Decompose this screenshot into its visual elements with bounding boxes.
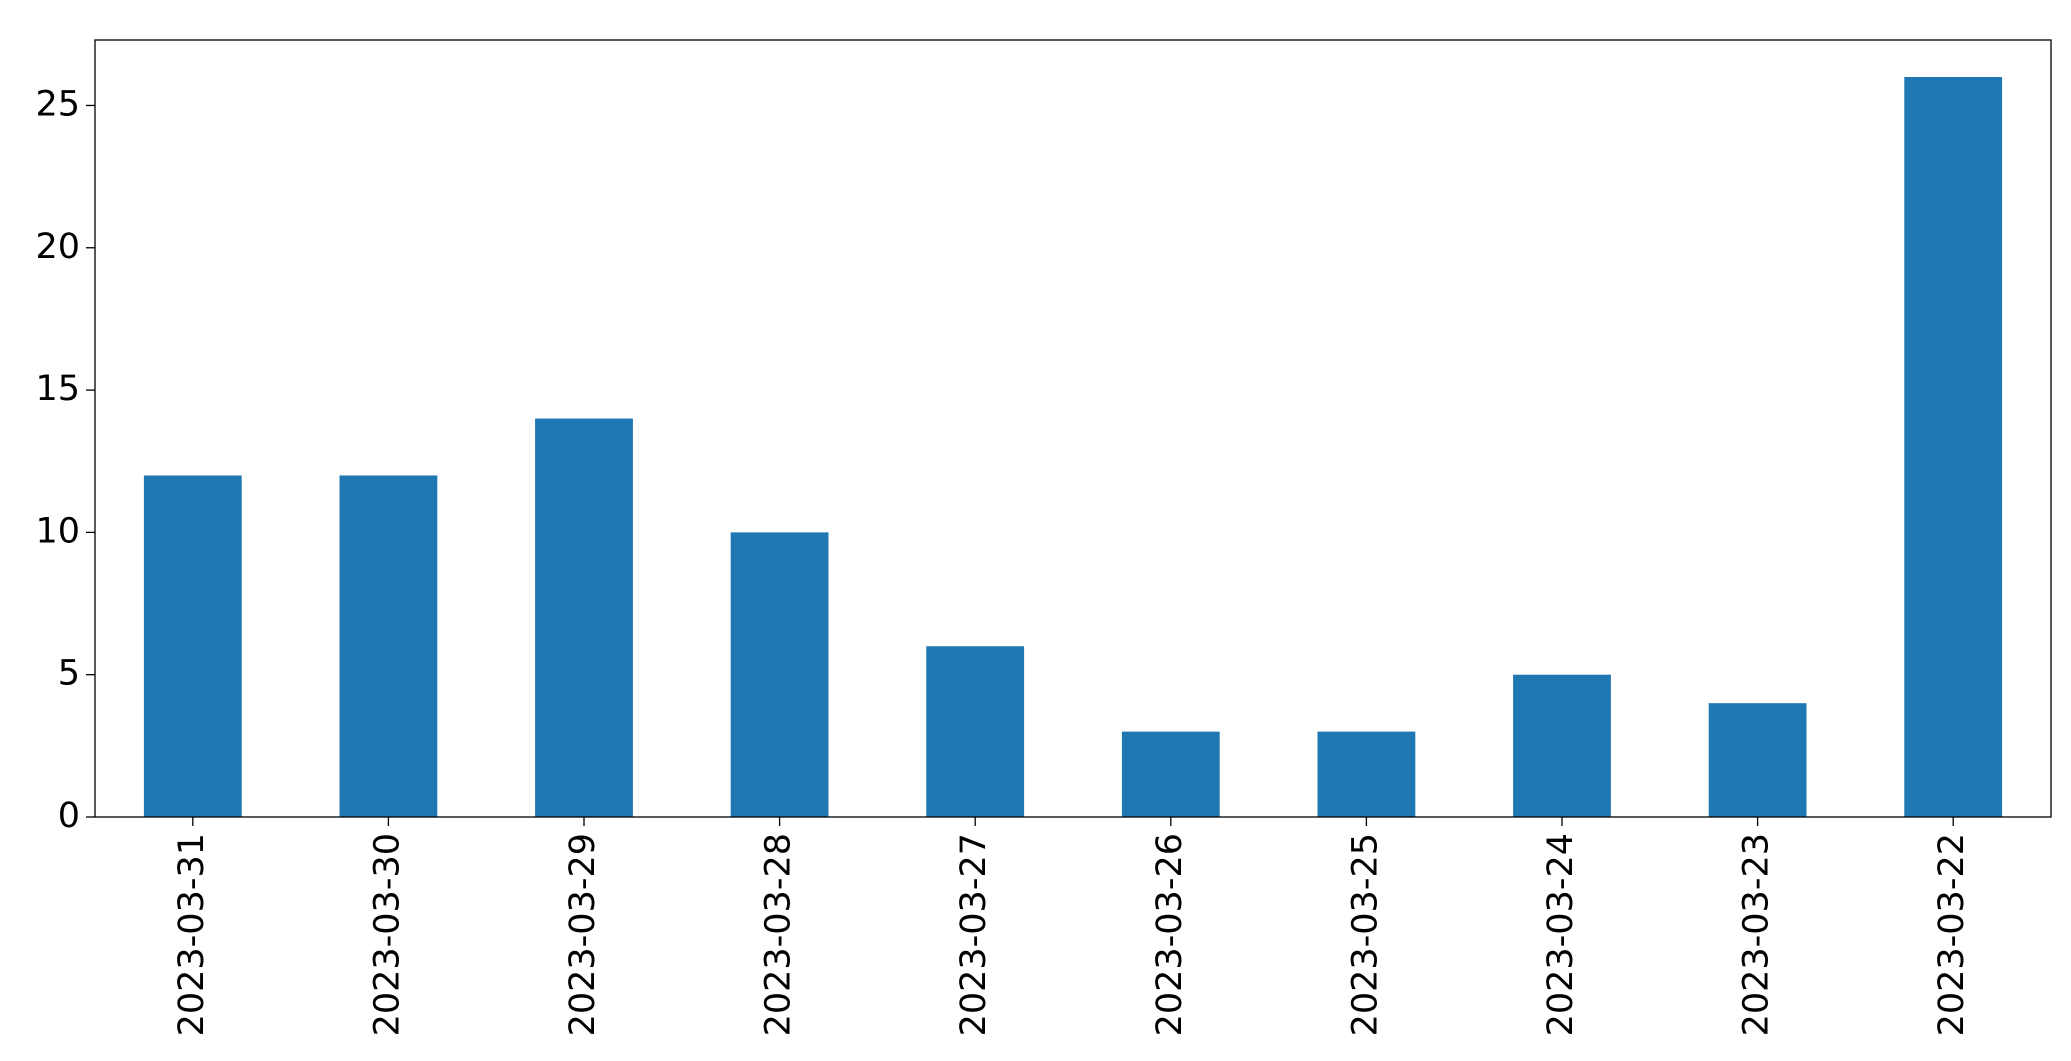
x-tick-label: 2023-03-28 [759,833,799,1036]
x-tick-label: 2023-03-24 [1541,833,1581,1036]
x-tick-label: 2023-03-27 [954,833,994,1036]
x-tick-label: 2023-03-26 [1150,833,1190,1036]
y-tick-label: 10 [35,511,80,551]
plot-frame [94,39,2052,818]
y-tick-label: 15 [35,369,80,409]
y-tick-label: 20 [35,227,80,267]
x-tick-label: 2023-03-22 [1932,833,1972,1036]
x-tick-label: 2023-03-25 [1345,833,1385,1036]
x-tick-label: 2023-03-29 [563,833,603,1036]
bar [1121,731,1220,817]
bar [926,646,1025,817]
y-tick-label: 5 [58,654,80,694]
x-tick-label: 2023-03-31 [172,833,212,1036]
bar [143,475,242,817]
y-tick-label: 25 [35,84,80,124]
bar [1904,77,2003,817]
bar [1317,731,1416,817]
y-tick-label: 0 [58,796,80,836]
x-tick-label: 2023-03-30 [367,833,407,1036]
bar [535,418,633,817]
bar [1513,674,1611,817]
bar [339,475,438,817]
bar [730,532,829,817]
bar [1708,703,1807,817]
x-tick-label: 2023-03-23 [1737,833,1777,1036]
